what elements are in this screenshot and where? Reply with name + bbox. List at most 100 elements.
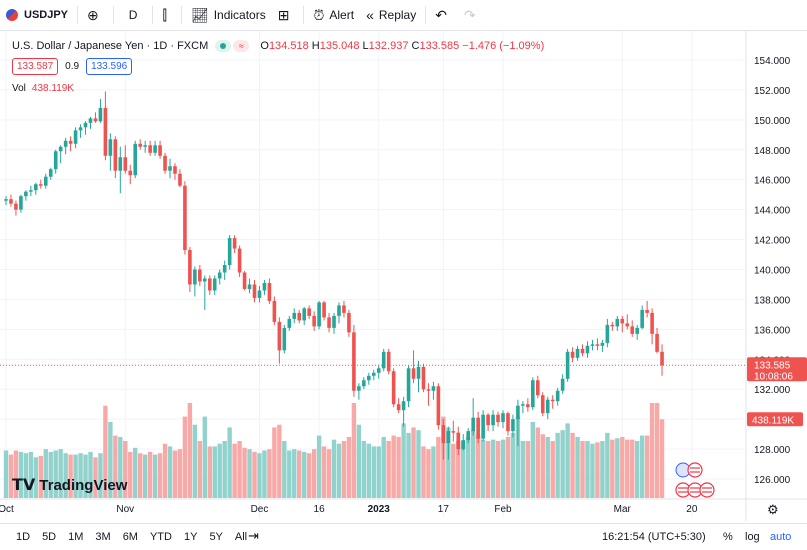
volume-bar bbox=[530, 422, 536, 498]
candle-body bbox=[436, 386, 441, 426]
volume-bar bbox=[182, 416, 188, 498]
templates-button[interactable]: ⊞ bbox=[272, 0, 301, 31]
volume-bar bbox=[118, 436, 123, 498]
grid-icon: ⊞ bbox=[277, 6, 290, 23]
volume-bar bbox=[197, 441, 203, 498]
candle-body bbox=[560, 378, 565, 391]
x-tick-label: 17 bbox=[438, 504, 450, 515]
candle-body bbox=[168, 166, 172, 171]
chart-style-button[interactable]: ⫿ bbox=[156, 0, 177, 31]
volume-bar bbox=[446, 427, 451, 498]
volume-bar bbox=[63, 453, 68, 498]
symbol-search[interactable]: USDJPY bbox=[0, 0, 74, 31]
range-6m[interactable]: 6M bbox=[122, 531, 138, 543]
candle-body bbox=[327, 317, 331, 328]
rewind-icon: « bbox=[366, 7, 374, 23]
volume-legend: Vol 438.119K bbox=[12, 83, 74, 94]
range-5d[interactable]: 5D bbox=[42, 531, 57, 543]
market-status[interactable]: ≈ bbox=[215, 40, 250, 53]
volume-bar bbox=[495, 441, 501, 498]
tradingview-logo[interactable]: 𝗧𝗩 TradingView bbox=[12, 475, 127, 495]
candle-body bbox=[446, 431, 451, 444]
volume-bar bbox=[500, 439, 506, 498]
candle-body bbox=[635, 327, 639, 334]
volume-bar bbox=[18, 451, 24, 498]
volume-bar bbox=[659, 419, 665, 498]
candle-body bbox=[272, 300, 277, 322]
interval-button[interactable]: D bbox=[117, 0, 150, 31]
range-5y[interactable]: 5Y bbox=[209, 531, 223, 543]
candle-body bbox=[203, 278, 207, 282]
volume-bar bbox=[480, 439, 486, 498]
candle-body bbox=[153, 145, 157, 153]
range-all[interactable]: All bbox=[234, 531, 248, 543]
range-1m[interactable]: 1M bbox=[68, 531, 84, 543]
buy-price-button[interactable]: 133.596 bbox=[86, 58, 133, 75]
volume-value: 438.119K bbox=[31, 83, 74, 94]
replay-button[interactable]: « Replay bbox=[360, 0, 422, 31]
candle-body bbox=[217, 272, 222, 279]
volume-bar bbox=[252, 451, 257, 498]
volume-bar bbox=[490, 439, 496, 498]
plus-circle-icon: ⊕ bbox=[87, 6, 99, 23]
candle-body bbox=[362, 380, 366, 387]
percent-scale-toggle[interactable]: % bbox=[723, 531, 733, 543]
alert-button[interactable]: ⏰︎ Alert bbox=[307, 0, 360, 31]
candle-body bbox=[178, 173, 182, 186]
volume-bar bbox=[510, 432, 516, 498]
volume-bar bbox=[73, 454, 78, 498]
volume-bar bbox=[515, 416, 521, 498]
volume-bar bbox=[560, 430, 565, 498]
volume-bar bbox=[630, 439, 635, 498]
candle-body bbox=[193, 269, 197, 285]
interval-label: D bbox=[128, 8, 138, 22]
candle-body bbox=[257, 290, 262, 298]
indicators-label: Indicators bbox=[213, 8, 266, 22]
volume-bar bbox=[466, 436, 471, 498]
volume-bar bbox=[451, 443, 456, 498]
separator bbox=[112, 6, 114, 24]
range-3m[interactable]: 3M bbox=[95, 531, 111, 543]
volume-bar bbox=[520, 441, 526, 498]
sell-price-button[interactable]: 133.587 bbox=[12, 58, 59, 75]
range-1y[interactable]: 1Y bbox=[183, 531, 198, 543]
undo-button[interactable]: ↶ bbox=[429, 0, 458, 31]
chart-area[interactable]: 126.000128.000130.000132.000134.000136.0… bbox=[0, 31, 807, 521]
candle-body bbox=[103, 107, 108, 156]
candle-body bbox=[590, 344, 595, 346]
indicators-button[interactable]: 📈︎ Indicators bbox=[185, 0, 272, 31]
compare-button[interactable]: ⊕ bbox=[81, 0, 110, 31]
volume-bar bbox=[23, 453, 29, 498]
volume-bar bbox=[152, 454, 158, 498]
price-chart[interactable]: 126.000128.000130.000132.000134.000136.0… bbox=[0, 31, 807, 521]
y-tick-label: 136.000 bbox=[754, 325, 791, 336]
candle-body bbox=[212, 278, 217, 291]
log-scale-toggle[interactable]: log bbox=[745, 531, 760, 543]
clock[interactable]: 16:21:54 (UTC+5:30) bbox=[602, 531, 706, 543]
volume-bar bbox=[386, 441, 391, 498]
volume-bar bbox=[202, 416, 207, 498]
candle-body bbox=[580, 348, 585, 354]
range-ytd[interactable]: YTD bbox=[149, 531, 172, 543]
volume-badge bbox=[747, 412, 803, 427]
gear-icon[interactable]: ⚙ bbox=[767, 502, 779, 517]
y-tick-label: 152.000 bbox=[754, 86, 791, 97]
volume-bar bbox=[634, 441, 640, 498]
auto-scale-toggle[interactable]: auto bbox=[770, 531, 792, 543]
candle-body bbox=[526, 404, 530, 408]
open-value: 134.518 bbox=[268, 40, 309, 52]
top-toolbar: USDJPY ⊕ D ⫿ 📈︎ Indicators ⊞ ⏰︎ Alert « Rep… bbox=[0, 0, 807, 31]
alert-label: Alert bbox=[329, 8, 355, 22]
candle-body bbox=[511, 419, 515, 432]
volume-bar bbox=[396, 436, 401, 498]
candle-body bbox=[381, 351, 386, 369]
range-1d[interactable]: 1D bbox=[16, 531, 31, 543]
calendar-goto-icon[interactable]: ⇥ bbox=[248, 528, 259, 543]
candle-body bbox=[128, 170, 133, 176]
candle-body bbox=[660, 351, 664, 366]
candle-body bbox=[317, 302, 321, 327]
redo-button[interactable]: ↷ bbox=[458, 0, 487, 31]
volume-bar bbox=[590, 443, 595, 498]
candle-body bbox=[4, 199, 8, 201]
y-tick-label: 144.000 bbox=[754, 206, 791, 217]
